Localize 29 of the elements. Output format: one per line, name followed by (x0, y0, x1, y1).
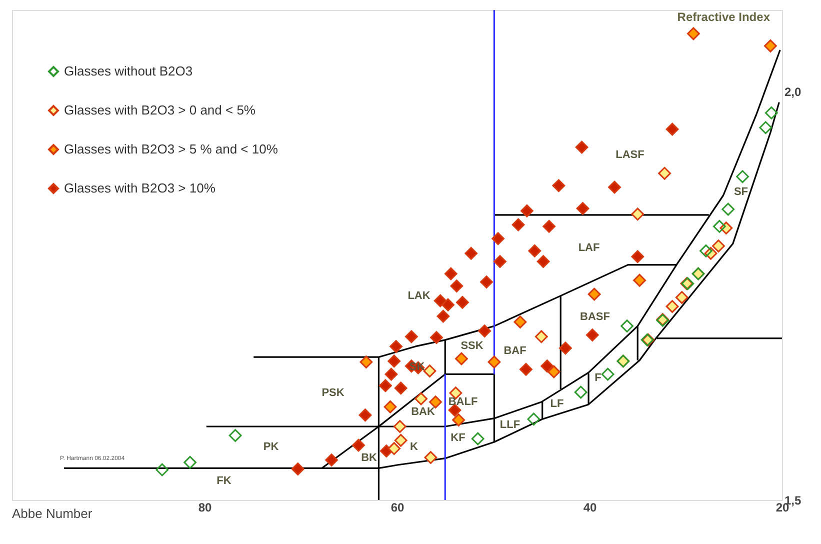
annotation: PK (263, 441, 279, 453)
annotation: SK (409, 361, 425, 373)
annotation: K (410, 441, 418, 453)
legend-label: Glasses with B2O3 > 0 and < 5% (64, 102, 256, 118)
annotation: KF (450, 432, 466, 444)
y-tick-label: 2,0 (784, 85, 802, 100)
legend-label: Glasses with B2O3 > 5 % and < 10% (64, 142, 278, 156)
x-axis-title: Abbe Number (12, 506, 93, 521)
annotation: LAF (578, 242, 600, 254)
annotation: LLF (500, 419, 520, 431)
annotation: SF (734, 186, 748, 198)
annotation: FK (216, 475, 232, 487)
x-tick-label: 80 (198, 500, 212, 514)
annotation: BASF (580, 311, 610, 323)
annotation: F (594, 372, 602, 384)
annotation: SSK (460, 340, 484, 352)
legend-label: Glasses with B2O3 > 10% (64, 180, 216, 196)
y-axis-title: Refractive Index (677, 10, 770, 24)
annotation: LAK (408, 290, 430, 302)
legend-label: Glasses without B2O3 (64, 64, 193, 78)
annotation: LASF (616, 149, 645, 161)
annotation: LF (550, 398, 564, 410)
x-tick-label: 40 (583, 500, 597, 514)
annotation: BAF (504, 345, 527, 357)
annotation: PSK (322, 387, 344, 399)
x-tick-label: 60 (390, 500, 404, 514)
annotation: BALF (448, 396, 478, 408)
annotation: BAK (411, 406, 435, 418)
annotation: BK (361, 452, 377, 464)
